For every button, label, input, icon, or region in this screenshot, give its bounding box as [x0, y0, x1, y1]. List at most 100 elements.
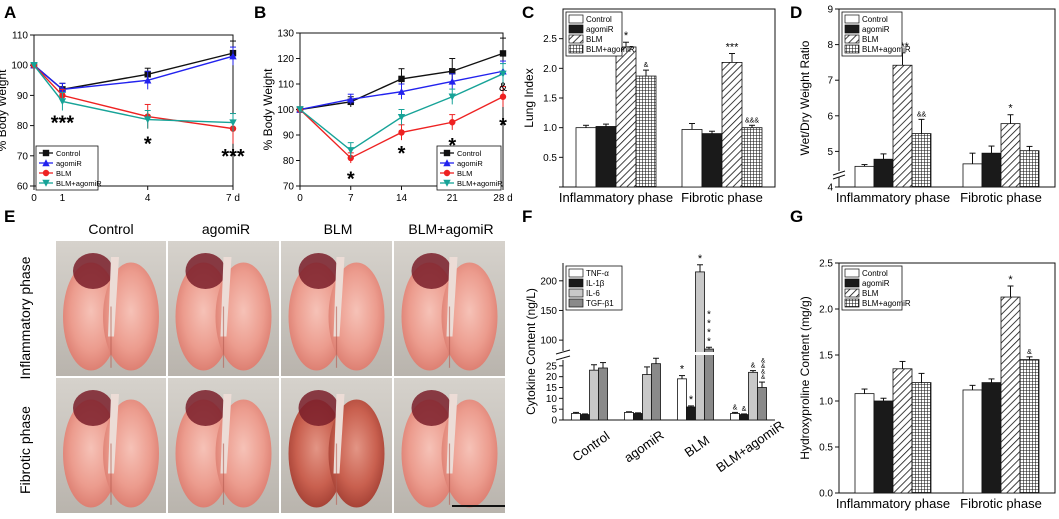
lung-lobe-left	[63, 262, 119, 371]
y-tick-label: 80	[17, 121, 29, 132]
legend-label: IL-6	[586, 289, 600, 298]
lung-photo	[394, 241, 505, 376]
significance-mark: &	[644, 62, 649, 69]
lung-lobe-right	[103, 262, 159, 371]
panel-letter-e: E	[4, 207, 15, 226]
lung-lobe-right	[441, 399, 498, 508]
y-tick-label: 100	[277, 105, 294, 116]
legend-marker	[443, 149, 451, 157]
x-tick-label: 4	[145, 193, 151, 204]
legend-label: BLM	[586, 35, 603, 44]
legend-label: BLM+agomiR	[56, 179, 102, 188]
y-tick-label: 70	[283, 182, 295, 193]
bar	[741, 127, 763, 188]
y-tick-label: 9	[827, 5, 833, 16]
legend-label: BLM	[862, 35, 879, 44]
lung-photo	[394, 378, 505, 513]
bar	[873, 158, 894, 188]
x-tick-label: 0	[31, 193, 37, 204]
bar	[686, 406, 696, 421]
photo-column-label-blm: BLM	[324, 221, 353, 237]
panel-letter-g: G	[790, 207, 803, 226]
x-tick-label: 7 d	[226, 193, 240, 204]
bar	[635, 75, 657, 188]
bar	[701, 133, 723, 188]
lung-lobe-right	[328, 262, 385, 371]
legend-label: BLM+agomiR	[862, 299, 911, 308]
lung-lobe-right	[328, 399, 385, 508]
y-tick-label: 15	[546, 383, 558, 394]
significance-mark: &	[751, 363, 756, 370]
axis-break-mark	[832, 170, 846, 176]
legend-swatch	[844, 44, 860, 54]
y-tick-label: 4	[827, 183, 833, 194]
heart-region	[73, 390, 113, 426]
lung-photo	[168, 378, 279, 513]
heart-region	[73, 253, 113, 289]
significance-mark: &	[761, 369, 766, 376]
x-category-label: BLM	[682, 433, 713, 461]
plot-frame	[33, 34, 234, 187]
data-point	[144, 76, 152, 84]
legend-label: agomiR	[862, 25, 890, 34]
y-axis-label: Lung Index	[522, 68, 536, 127]
panel-letter-b: B	[254, 3, 266, 22]
y-axis-label: % Body Weight	[261, 68, 275, 150]
legend-label: BLM	[862, 289, 879, 298]
legend-marker	[443, 169, 451, 177]
significance-mark: ***	[221, 146, 245, 168]
y-tick-label: 2.5	[543, 34, 557, 45]
y-tick-label: 130	[277, 29, 294, 40]
bar	[598, 367, 608, 421]
significance-mark: &	[761, 374, 766, 381]
data-point	[449, 68, 456, 75]
legend-label: BLM	[56, 169, 71, 178]
y-tick-label: 0	[551, 416, 557, 427]
legend-label: agomiR	[862, 279, 890, 288]
legend-label: TNF-α	[586, 269, 609, 278]
bar	[739, 414, 749, 421]
legend-swatch	[568, 24, 584, 34]
panel-letter-a: A	[4, 3, 16, 22]
x-tick-label: 1	[60, 193, 66, 204]
significance-mark: &	[761, 363, 766, 370]
plot-frame	[838, 262, 1056, 494]
bar	[651, 363, 661, 421]
significance-mark: *	[707, 327, 711, 338]
significance-mark: &	[742, 406, 747, 413]
significance-mark: *	[707, 309, 711, 320]
legend-marker	[42, 149, 50, 157]
significance-mark: *	[698, 253, 703, 265]
lung-lobe-left	[401, 399, 458, 508]
significance-mark: *	[398, 143, 406, 165]
legend-marker	[42, 159, 50, 167]
lung-photo-panel: Control agomiR BLM BLM+agomiR Inflammato…	[17, 221, 505, 513]
legend-label: Control	[457, 149, 482, 158]
bar	[642, 374, 652, 421]
y-tick-label: 1.5	[543, 94, 557, 105]
y-tick-label: 5	[827, 147, 833, 158]
legend-label: Control	[862, 269, 888, 278]
bar	[748, 371, 758, 421]
legend-label: IL-1β	[586, 279, 605, 288]
y-tick-label: 0.5	[819, 443, 833, 454]
data-point	[397, 87, 406, 95]
bar	[677, 378, 687, 421]
bar	[873, 400, 894, 494]
lung-lobe-right	[441, 262, 498, 371]
x-category-label: Inflammatory phase	[559, 190, 673, 205]
legend-swatch	[844, 24, 860, 34]
legend-label: BLM+agomiR	[586, 45, 635, 54]
legend-label: Control	[586, 15, 612, 24]
data-point	[296, 106, 304, 114]
significance-mark: ***	[726, 42, 740, 54]
lung-lobe-left	[288, 262, 345, 371]
legend-swatch	[844, 278, 860, 288]
legend-swatch	[844, 298, 860, 308]
bar	[1000, 296, 1021, 494]
data-point	[58, 98, 67, 106]
series-line	[33, 55, 234, 91]
panel-letter-f: F	[522, 207, 532, 226]
